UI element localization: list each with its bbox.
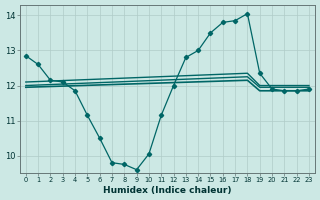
X-axis label: Humidex (Indice chaleur): Humidex (Indice chaleur): [103, 186, 232, 195]
